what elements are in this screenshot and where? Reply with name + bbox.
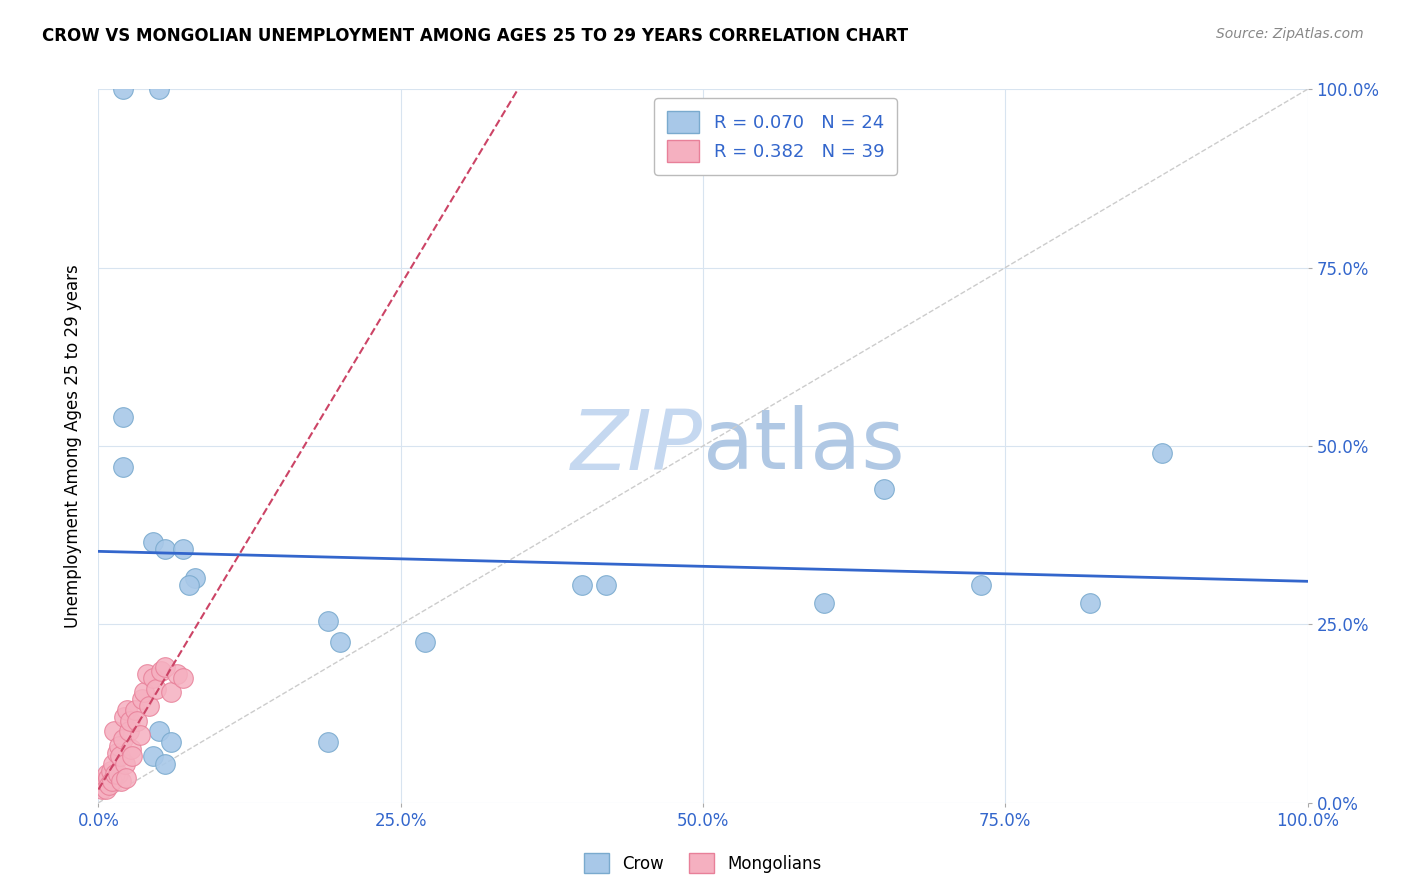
Point	[94, 781, 117, 796]
Point	[142, 535, 165, 549]
Point	[118, 724, 141, 739]
Point	[107, 767, 129, 781]
Point	[112, 710, 135, 724]
Text: ZIP: ZIP	[571, 406, 703, 486]
Point	[111, 410, 134, 425]
Point	[813, 596, 835, 610]
Point	[96, 767, 118, 781]
Point	[111, 460, 134, 475]
Point	[118, 714, 141, 728]
Point	[120, 742, 142, 756]
Point	[148, 724, 170, 739]
Point	[111, 82, 134, 96]
Point	[172, 671, 194, 685]
Point	[127, 714, 149, 728]
Point	[970, 578, 993, 592]
Point	[131, 692, 153, 706]
Point	[873, 482, 896, 496]
Point	[153, 756, 176, 771]
Point	[98, 778, 121, 792]
Point	[134, 685, 156, 699]
Text: Source: ZipAtlas.com: Source: ZipAtlas.com	[1216, 27, 1364, 41]
Point	[145, 681, 167, 696]
Point	[114, 756, 136, 771]
Point	[138, 699, 160, 714]
Point	[115, 771, 138, 785]
Point	[166, 667, 188, 681]
Point	[105, 746, 128, 760]
Point	[103, 724, 125, 739]
Y-axis label: Unemployment Among Ages 25 to 29 years: Unemployment Among Ages 25 to 29 years	[65, 264, 83, 628]
Point	[172, 542, 194, 557]
Point	[153, 542, 176, 557]
Point	[121, 749, 143, 764]
Text: CROW VS MONGOLIAN UNEMPLOYMENT AMONG AGES 25 TO 29 YEARS CORRELATION CHART: CROW VS MONGOLIAN UNEMPLOYMENT AMONG AGE…	[42, 27, 908, 45]
Point	[150, 664, 173, 678]
Point	[160, 735, 183, 749]
Point	[1152, 446, 1174, 460]
Point	[100, 774, 122, 789]
Point	[142, 671, 165, 685]
Point	[108, 739, 131, 753]
Point	[179, 578, 201, 592]
Point	[135, 667, 157, 681]
Point	[329, 635, 352, 649]
Point	[1078, 596, 1101, 610]
Point	[595, 578, 617, 592]
Point	[108, 749, 131, 764]
Point	[413, 635, 436, 649]
Point	[316, 735, 339, 749]
Text: atlas: atlas	[703, 406, 904, 486]
Point	[93, 774, 115, 789]
Point	[184, 571, 207, 585]
Point	[101, 756, 124, 771]
Point	[97, 771, 120, 785]
Point	[104, 767, 127, 781]
Point	[110, 774, 132, 789]
Point	[100, 764, 122, 778]
Point	[153, 660, 176, 674]
Point	[111, 731, 134, 746]
Legend: Crow, Mongolians: Crow, Mongolians	[578, 847, 828, 880]
Point	[117, 703, 139, 717]
Point	[124, 703, 146, 717]
Point	[571, 578, 593, 592]
Point	[91, 781, 114, 796]
Point	[128, 728, 150, 742]
Point	[142, 749, 165, 764]
Point	[148, 82, 170, 96]
Point	[160, 685, 183, 699]
Point	[316, 614, 339, 628]
